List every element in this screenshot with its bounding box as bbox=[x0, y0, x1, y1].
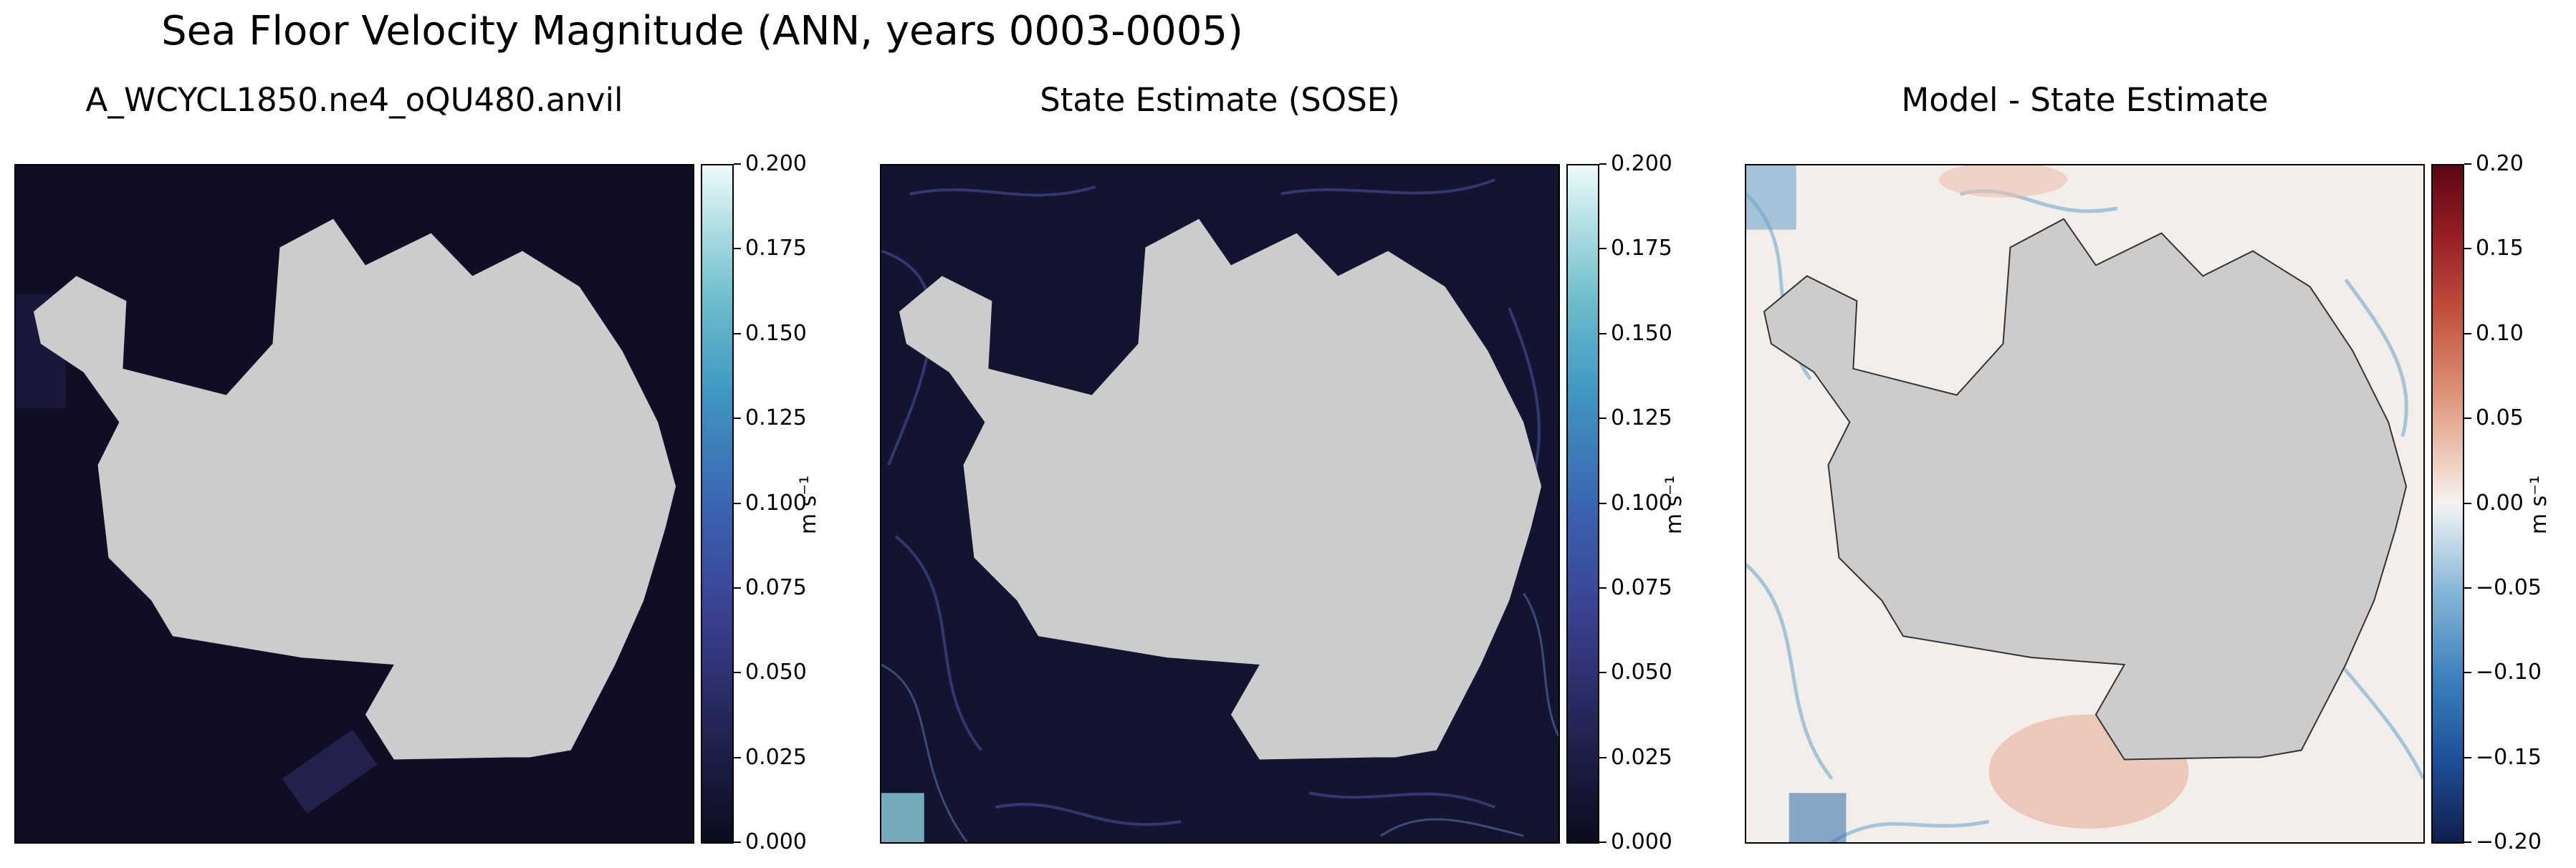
colorbar-tick bbox=[734, 756, 741, 758]
colorbar-units-difference: m s⁻¹ bbox=[2527, 475, 2552, 535]
colorbar-tick-label: 0.050 bbox=[745, 660, 807, 685]
colorbar-tick bbox=[2464, 672, 2471, 674]
colorbar-tick bbox=[2464, 163, 2471, 165]
colorbar-tick-label: 0.15 bbox=[2476, 236, 2524, 261]
colorbar-tick-label: 0.20 bbox=[2476, 151, 2524, 176]
colorbar-tick bbox=[734, 587, 741, 589]
colorbar-tick bbox=[1599, 756, 1607, 758]
colorbar-tick bbox=[2464, 756, 2471, 758]
colorbar-tick-label: 0.150 bbox=[745, 320, 807, 346]
colorbar-tick bbox=[734, 672, 741, 674]
antarctica-land-model bbox=[33, 218, 676, 760]
current-filaments-sose-2 bbox=[881, 592, 1558, 842]
colorbar-tick bbox=[1599, 842, 1607, 843]
map-model-svg bbox=[16, 165, 693, 842]
colorbar-tick-label: 0.00 bbox=[2476, 490, 2524, 516]
colorbar-tick bbox=[2464, 418, 2471, 420]
negative-anomaly-filaments bbox=[1746, 189, 2423, 842]
colorbar-tick-label: 0.000 bbox=[745, 829, 807, 854]
colorbar-tick-label: 0.175 bbox=[1611, 236, 1672, 261]
colorbar-tick bbox=[734, 248, 741, 250]
colorbar-tick bbox=[734, 842, 741, 843]
colorbar-difference bbox=[2431, 164, 2464, 844]
colorbar-model bbox=[701, 164, 734, 844]
colorbar-tick-label: 0.000 bbox=[1611, 829, 1672, 854]
figure-title: Sea Floor Velocity Magnitude (ANN, years… bbox=[161, 8, 1243, 54]
negative-anomaly-corner bbox=[1746, 165, 1796, 230]
colorbar-tick-label: −0.20 bbox=[2476, 829, 2542, 854]
colorbar-tick-label: 0.125 bbox=[1611, 405, 1672, 431]
velocity-blob-model bbox=[282, 729, 378, 814]
colorbar-tick-label: 0.10 bbox=[2476, 320, 2524, 346]
antarctica-land-difference bbox=[1763, 218, 2408, 761]
colorbar-tick bbox=[1599, 502, 1607, 504]
colorbar-tick-label: 0.100 bbox=[1611, 490, 1672, 516]
positive-anomaly-patch-2 bbox=[1938, 165, 2068, 198]
colorbar-sose bbox=[1566, 164, 1599, 844]
colorbar-tick-label: 0.100 bbox=[745, 490, 807, 516]
colorbar-tick bbox=[2464, 502, 2471, 504]
map-sose bbox=[880, 164, 1560, 844]
colorbar-tick-label: 0.05 bbox=[2476, 405, 2524, 431]
colorbar-tick bbox=[734, 163, 741, 165]
colorbar-tick-label: −0.15 bbox=[2476, 744, 2542, 770]
map-difference bbox=[1745, 164, 2425, 844]
panel-title-sose: State Estimate (SOSE) bbox=[1040, 81, 1400, 119]
colorbar-tick-label: −0.05 bbox=[2476, 574, 2542, 600]
colorbar-tick bbox=[1599, 163, 1607, 165]
colorbar-tick-label: 0.200 bbox=[745, 151, 807, 176]
colorbar-tick-label: 0.075 bbox=[1611, 574, 1672, 600]
colorbar-tick bbox=[1599, 332, 1607, 334]
colorbar-tick bbox=[734, 502, 741, 504]
negative-anomaly-bottom bbox=[1789, 793, 1847, 842]
colorbar-tick bbox=[2464, 587, 2471, 589]
panel-title-difference: Model - State Estimate bbox=[1901, 81, 2269, 119]
colorbar-tick bbox=[2464, 842, 2471, 843]
colorbar-tick-label: 0.200 bbox=[1611, 151, 1672, 176]
colorbar-tick-label: 0.125 bbox=[745, 405, 807, 431]
colorbar-tick-label: 0.025 bbox=[1611, 744, 1672, 770]
colorbar-tick bbox=[734, 418, 741, 420]
map-model bbox=[14, 164, 694, 844]
map-sose-svg bbox=[881, 165, 1558, 842]
colorbar-tick-label: 0.025 bbox=[745, 744, 807, 770]
map-difference-svg bbox=[1746, 165, 2423, 842]
colorbar-tick bbox=[2464, 332, 2471, 334]
panel-title-model: A_WCYCL1850.ne4_oQU480.anvil bbox=[85, 81, 623, 119]
colorbar-tick bbox=[1599, 587, 1607, 589]
colorbar-tick bbox=[734, 332, 741, 334]
colorbar-tick bbox=[1599, 672, 1607, 674]
colorbar-units-sose: m s⁻¹ bbox=[1662, 475, 1687, 535]
colorbar-tick bbox=[1599, 248, 1607, 250]
colorbar-units-model: m s⁻¹ bbox=[796, 475, 822, 535]
colorbar-tick bbox=[1599, 418, 1607, 420]
colorbar-tick bbox=[2464, 248, 2471, 250]
colorbar-tick-label: 0.075 bbox=[745, 574, 807, 600]
colorbar-tick-label: −0.10 bbox=[2476, 660, 2542, 685]
colorbar-tick-label: 0.050 bbox=[1611, 660, 1672, 685]
antarctica-land-sose bbox=[899, 218, 1542, 760]
colorbar-tick-label: 0.150 bbox=[1611, 320, 1672, 346]
velocity-hotspot-sose bbox=[881, 793, 924, 842]
colorbar-tick-label: 0.175 bbox=[745, 236, 807, 261]
